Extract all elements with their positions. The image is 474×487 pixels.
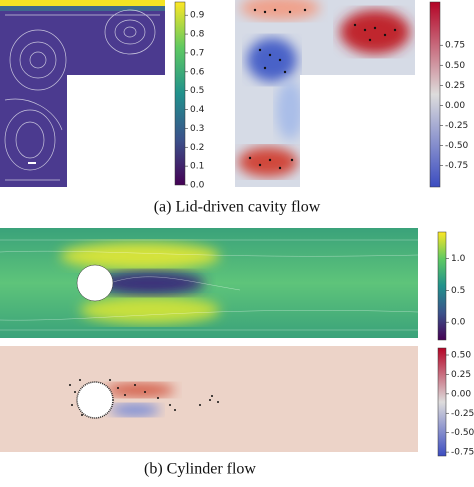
colorbar-tick-label: 0.50 <box>445 61 465 71</box>
colorbar <box>429 1 441 188</box>
colorbar-tick-label: 0.50 <box>451 350 471 360</box>
colorbar-tick-label: 0.0 <box>190 181 205 191</box>
colorbar-tick-label: 0.4 <box>190 105 205 115</box>
colorbar-tick-label: 0.8 <box>190 30 205 40</box>
caption: (a) Lid-driven cavity flow <box>154 199 321 216</box>
colorbar-tick-label: 0.0 <box>451 318 466 328</box>
colorbar-tick-label: 0.00 <box>445 101 465 111</box>
caption: (b) Cylinder flow <box>144 461 256 478</box>
colorbar-tick-label: 0.5 <box>451 286 465 296</box>
colorbar <box>174 1 186 186</box>
colorbar-tick-label: -0.25 <box>445 121 468 131</box>
cylinder-field <box>0 228 419 338</box>
colorbar-tick-label: -0.75 <box>451 448 474 458</box>
colorbar-tick-label: 0.2 <box>190 143 204 153</box>
colorbar-tick-label: 0.5 <box>190 86 204 96</box>
colorbar-tick-label: 0.75 <box>445 41 465 51</box>
colorbar-tick-label: -0.25 <box>451 409 474 419</box>
colorbar-tick-label: 1.0 <box>451 254 466 264</box>
colorbar-tick-label: 0.3 <box>190 124 204 134</box>
cavity-field <box>0 0 165 187</box>
cavity-mesh <box>235 0 415 187</box>
colorbar-tick-label: 0.25 <box>451 370 471 380</box>
colorbar-tick-label: 0.00 <box>451 389 471 399</box>
colorbar-tick-label: 0.9 <box>190 11 205 21</box>
colorbar-tick-label: -0.75 <box>445 161 468 171</box>
cylinder-mesh <box>0 346 418 452</box>
colorbar-tick-label: 0.6 <box>190 67 205 77</box>
colorbar <box>437 347 447 457</box>
colorbar-tick-label: -0.50 <box>451 428 474 438</box>
colorbar-tick-label: 0.25 <box>445 81 465 91</box>
colorbar-tick-label: 0.1 <box>190 162 204 172</box>
colorbar-tick-label: 0.7 <box>190 48 204 58</box>
colorbar <box>437 231 447 341</box>
colorbar-tick-label: -0.50 <box>445 141 469 151</box>
